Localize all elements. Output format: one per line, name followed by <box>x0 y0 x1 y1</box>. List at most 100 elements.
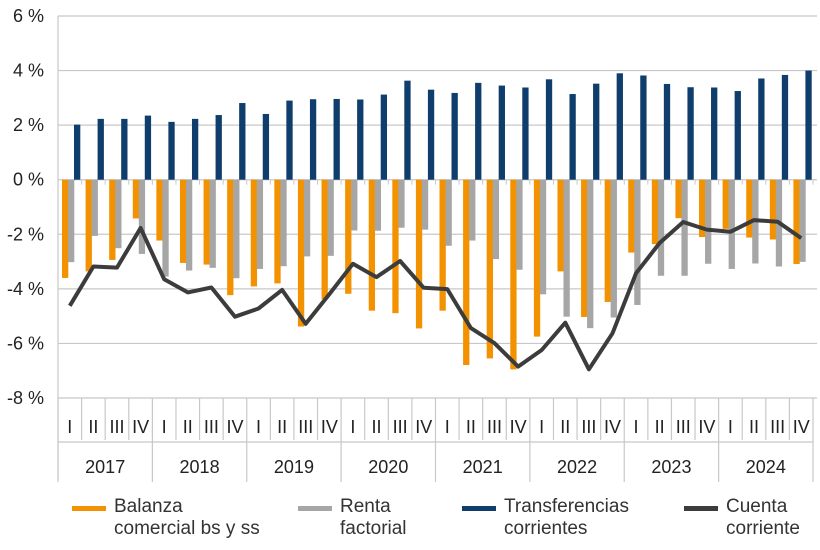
bar-0 <box>746 179 753 238</box>
bar-1 <box>209 179 216 268</box>
bar-1 <box>115 179 122 249</box>
bar-1 <box>705 179 712 264</box>
bar-0 <box>675 179 682 219</box>
bar-2 <box>687 87 694 180</box>
bar-0 <box>368 179 376 311</box>
y-tick-label: -8 % <box>7 388 44 408</box>
bar-1 <box>634 179 641 305</box>
bar-1 <box>681 179 688 276</box>
quarter-label: IV <box>604 417 621 437</box>
legend-swatch-navy <box>462 506 496 511</box>
year-label: 2024 <box>746 457 786 477</box>
quarter-label: I <box>634 417 639 437</box>
bar-0 <box>203 179 210 265</box>
bar-1 <box>469 179 476 241</box>
bar-1 <box>280 179 287 267</box>
bar-0 <box>227 179 234 296</box>
bar-1 <box>539 179 547 295</box>
bar-1 <box>421 179 429 230</box>
bar-1 <box>162 179 169 277</box>
bar-1 <box>610 179 617 318</box>
bar-0 <box>85 179 92 272</box>
bar-2 <box>663 83 671 180</box>
bar-0 <box>557 179 564 272</box>
bar-0 <box>463 179 470 365</box>
bar-2 <box>333 98 340 180</box>
legend-item-renta: Renta factorial <box>298 496 407 540</box>
bar-2 <box>522 87 529 180</box>
bar-1 <box>256 179 264 269</box>
year-label: 2020 <box>368 457 408 477</box>
quarter-label: I <box>728 417 733 437</box>
year-label: 2018 <box>180 457 220 477</box>
quarter-label: I <box>256 417 261 437</box>
bar-2 <box>569 94 576 180</box>
bar-1 <box>233 179 240 279</box>
quarter-label: III <box>770 417 785 437</box>
quarter-label: II <box>183 417 193 437</box>
quarter-label: II <box>466 417 476 437</box>
y-tick-label: 2 % <box>13 115 44 135</box>
quarter-label: IV <box>698 417 715 437</box>
bar-2 <box>805 70 812 180</box>
line-cuenta-corriente <box>68 218 803 372</box>
bar-2 <box>427 89 435 180</box>
quarter-label: III <box>393 417 408 437</box>
bar-2 <box>191 118 199 180</box>
bar-1 <box>91 179 98 236</box>
quarter-label: IV <box>321 417 338 437</box>
bar-1 <box>516 179 523 270</box>
bar-0 <box>628 179 635 253</box>
quarter-label: II <box>749 417 759 437</box>
bar-2 <box>380 94 388 180</box>
quarter-label: I <box>350 417 355 437</box>
y-tick-label: 4 % <box>13 61 44 81</box>
bar-1 <box>138 179 146 254</box>
bar-1 <box>303 179 311 257</box>
bar-1 <box>185 179 193 271</box>
legend: Balanza comercial bs y ss Renta factorial … <box>0 496 820 550</box>
bar-0 <box>581 179 588 317</box>
bar-0 <box>439 179 446 311</box>
year-label: 2019 <box>274 457 314 477</box>
bar-0 <box>510 179 517 370</box>
bar-2 <box>357 99 364 180</box>
bar-0 <box>722 179 729 229</box>
bar-2 <box>711 87 718 180</box>
bar-2 <box>262 113 270 180</box>
year-label: 2017 <box>85 457 125 477</box>
bar-0 <box>109 179 116 260</box>
year-label: 2021 <box>463 457 503 477</box>
bar-2 <box>97 118 104 180</box>
quarter-label: IV <box>793 417 810 437</box>
quarter-label: II <box>560 417 570 437</box>
bar-1 <box>799 179 806 262</box>
quarter-label: II <box>88 417 98 437</box>
quarter-label: II <box>655 417 665 437</box>
quarter-label: II <box>372 417 382 437</box>
bar-0 <box>62 179 69 278</box>
bar-2 <box>144 115 152 180</box>
bar-2 <box>640 75 647 180</box>
legend-label: factorial <box>340 518 407 539</box>
legend-swatch-orange <box>72 506 106 511</box>
bar-0 <box>533 179 541 337</box>
bar-0 <box>699 179 706 238</box>
quarter-label: I <box>539 417 544 437</box>
bar-1 <box>445 179 452 246</box>
bar-2 <box>215 115 222 180</box>
bar-0 <box>250 179 258 287</box>
bar-1 <box>587 179 594 329</box>
quarter-label: III <box>298 417 313 437</box>
bar-0 <box>486 179 493 359</box>
quarter-label: II <box>277 417 287 437</box>
y-tick-label: -6 % <box>7 333 44 353</box>
quarter-label: III <box>109 417 124 437</box>
y-tick-label: -4 % <box>7 279 44 299</box>
bar-1 <box>351 179 358 231</box>
quarter-label: I <box>445 417 450 437</box>
quarter-label: III <box>581 417 596 437</box>
bar-0 <box>132 179 140 219</box>
legend-swatch-gray <box>298 506 332 511</box>
bar-2 <box>498 85 505 180</box>
